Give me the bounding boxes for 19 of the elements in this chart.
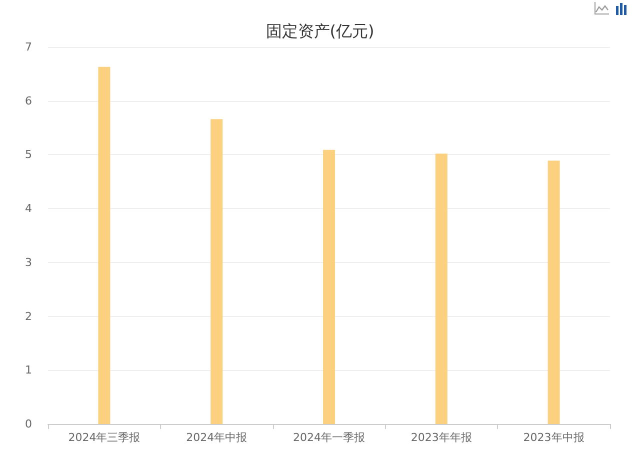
y-tick-label: 0 [25, 418, 32, 430]
x-tick-label: 2024年中报 [186, 431, 248, 444]
y-tick-label: 1 [25, 364, 32, 377]
y-tick-label: 2 [25, 310, 32, 323]
x-tick-label: 2024年一季报 [293, 431, 365, 444]
bar [435, 154, 448, 424]
x-tick-label: 2024年三季报 [68, 431, 140, 444]
x-tick-label: 2023年中报 [523, 431, 584, 444]
bar [323, 150, 335, 424]
y-tick-label: 7 [25, 40, 32, 54]
chart-title: 固定资产(亿元) [266, 22, 374, 40]
y-tick-label: 6 [25, 94, 32, 108]
x-tick-label: 2023年年报 [410, 431, 472, 444]
y-tick-label: 4 [25, 202, 32, 216]
bar [98, 66, 110, 424]
y-tick-label: 5 [25, 148, 32, 162]
bar [548, 160, 560, 424]
y-tick-label: 3 [25, 256, 32, 269]
bar [210, 119, 223, 424]
